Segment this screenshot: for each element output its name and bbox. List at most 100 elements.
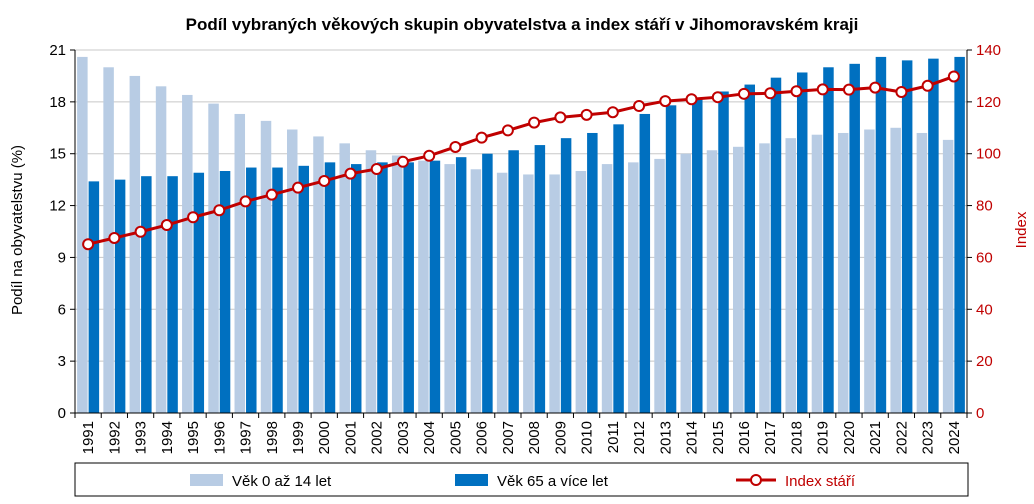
index-point-1992 <box>108 231 121 244</box>
bar-children-2006 <box>470 169 482 413</box>
y-tick-label: 3 <box>58 353 66 370</box>
x-tick-label: 2013 <box>657 421 674 454</box>
bar-children-1996 <box>208 103 219 413</box>
index-point-2005 <box>449 140 462 153</box>
bar-seniors-1992 <box>114 179 126 413</box>
index-point-2023 <box>921 79 934 92</box>
index-point-2015 <box>711 91 724 104</box>
legend-swatch-children <box>190 474 223 486</box>
bar-children-2000 <box>313 136 324 413</box>
y-tick-label: 15 <box>49 146 66 163</box>
bar-children-1997 <box>234 113 246 413</box>
bar-children-2009 <box>549 174 560 413</box>
x-tick-label: 1999 <box>290 421 307 454</box>
bar-seniors-2024 <box>954 56 965 414</box>
index-point-1993 <box>134 225 147 238</box>
index-point-2014 <box>685 93 698 106</box>
legend-swatch-index-marker <box>750 474 762 486</box>
y-tick-label: 9 <box>58 249 66 266</box>
index-point-2010 <box>580 108 593 121</box>
index-line-path <box>87 75 955 246</box>
x-tick-label: 2000 <box>316 421 333 454</box>
index-point-1997 <box>239 195 252 208</box>
bar-children-2013 <box>654 158 665 413</box>
y2-tick-label: 120 <box>976 94 1001 111</box>
bar-children-2004 <box>418 160 429 413</box>
bar-children-2001 <box>339 143 350 414</box>
x-tick-label: 1998 <box>264 421 281 454</box>
bar-children-2016 <box>733 146 744 414</box>
bar-seniors-2020 <box>849 63 860 413</box>
index-point-2001 <box>344 167 357 180</box>
bar-seniors-2014 <box>692 98 703 414</box>
x-tick-label: 2018 <box>788 421 805 454</box>
y-tick-label: 6 <box>58 301 66 318</box>
x-tick-label: 1996 <box>211 421 228 454</box>
x-tick-label: 2023 <box>920 421 937 454</box>
index-point-2018 <box>790 85 803 98</box>
y-axis-ticks: 0 3 6 9 12 15 18 21 <box>49 42 75 422</box>
bar-children-1999 <box>287 129 298 413</box>
bar-children-2015 <box>706 150 718 413</box>
x-tick-label: 1995 <box>185 421 202 454</box>
bar-children-2010 <box>575 171 587 413</box>
bar-children-1991 <box>77 56 88 414</box>
legend-label-children: Věk 0 až 14 let <box>232 473 332 490</box>
y2-tick-label: 0 <box>976 405 984 422</box>
bar-children-2002 <box>365 150 377 413</box>
x-tick-label: 2006 <box>474 421 491 454</box>
x-tick-label: 2001 <box>342 421 359 454</box>
bar-children-2024 <box>942 139 954 413</box>
bar-seniors-2001 <box>350 164 362 413</box>
bar-seniors-2005 <box>455 157 467 413</box>
bar-seniors-2015 <box>718 91 729 413</box>
bar-children-2011 <box>601 164 613 413</box>
index-point-2013 <box>659 95 672 108</box>
legend-swatch-seniors <box>455 474 488 486</box>
index-point-2004 <box>423 149 436 162</box>
y-tick-label: 0 <box>58 405 66 422</box>
bar-seniors-2018 <box>796 72 808 413</box>
y-tick-label: 18 <box>49 94 66 111</box>
legend-label-seniors: Věk 65 a více let <box>497 473 609 490</box>
x-tick-label: 2016 <box>736 421 753 454</box>
x-tick-label: 2007 <box>500 421 517 454</box>
bar-seniors-2009 <box>560 138 572 413</box>
x-tick-label: 2020 <box>841 421 858 454</box>
bar-seniors-2019 <box>823 67 834 414</box>
index-point-2002 <box>370 163 383 176</box>
index-point-2008 <box>528 116 541 129</box>
x-tick-label: 1997 <box>238 421 255 454</box>
y-axis-label: Podíl na obyvatelstvu (%) <box>9 145 26 315</box>
bar-seniors-1996 <box>219 171 231 413</box>
index-point-1995 <box>187 211 200 224</box>
index-line <box>82 70 960 251</box>
bar-seniors-2003 <box>403 162 414 413</box>
x-tick-label: 2002 <box>369 421 386 454</box>
x-tick-label: 2004 <box>421 421 438 454</box>
x-tick-label: 2024 <box>946 421 963 454</box>
bar-seniors-2023 <box>928 58 939 414</box>
bar-children-2019 <box>811 134 823 413</box>
bar-children-2012 <box>628 162 639 413</box>
index-point-2000 <box>318 174 331 187</box>
bar-seniors-2006 <box>482 153 493 413</box>
bar-children-2017 <box>759 143 770 414</box>
index-point-1991 <box>82 238 95 251</box>
index-point-2012 <box>633 100 646 113</box>
y-tick-label: 21 <box>49 42 66 59</box>
bar-seniors-2022 <box>901 60 913 413</box>
x-tick-label: 2008 <box>526 421 543 454</box>
bar-children-2007 <box>496 172 508 413</box>
y2-tick-label: 100 <box>976 146 1001 163</box>
bar-children-2022 <box>890 127 901 414</box>
bar-seniors-2011 <box>613 124 624 413</box>
y2-tick-label: 80 <box>976 198 993 215</box>
bar-seniors-1997 <box>246 167 257 413</box>
x-tick-label: 2011 <box>605 421 622 453</box>
bar-seniors-2016 <box>744 84 755 414</box>
y2-tick-label: 40 <box>976 301 993 318</box>
bar-children-1998 <box>260 120 272 413</box>
chart-title: Podíl vybraných věkových skupin obyvatel… <box>186 15 859 34</box>
